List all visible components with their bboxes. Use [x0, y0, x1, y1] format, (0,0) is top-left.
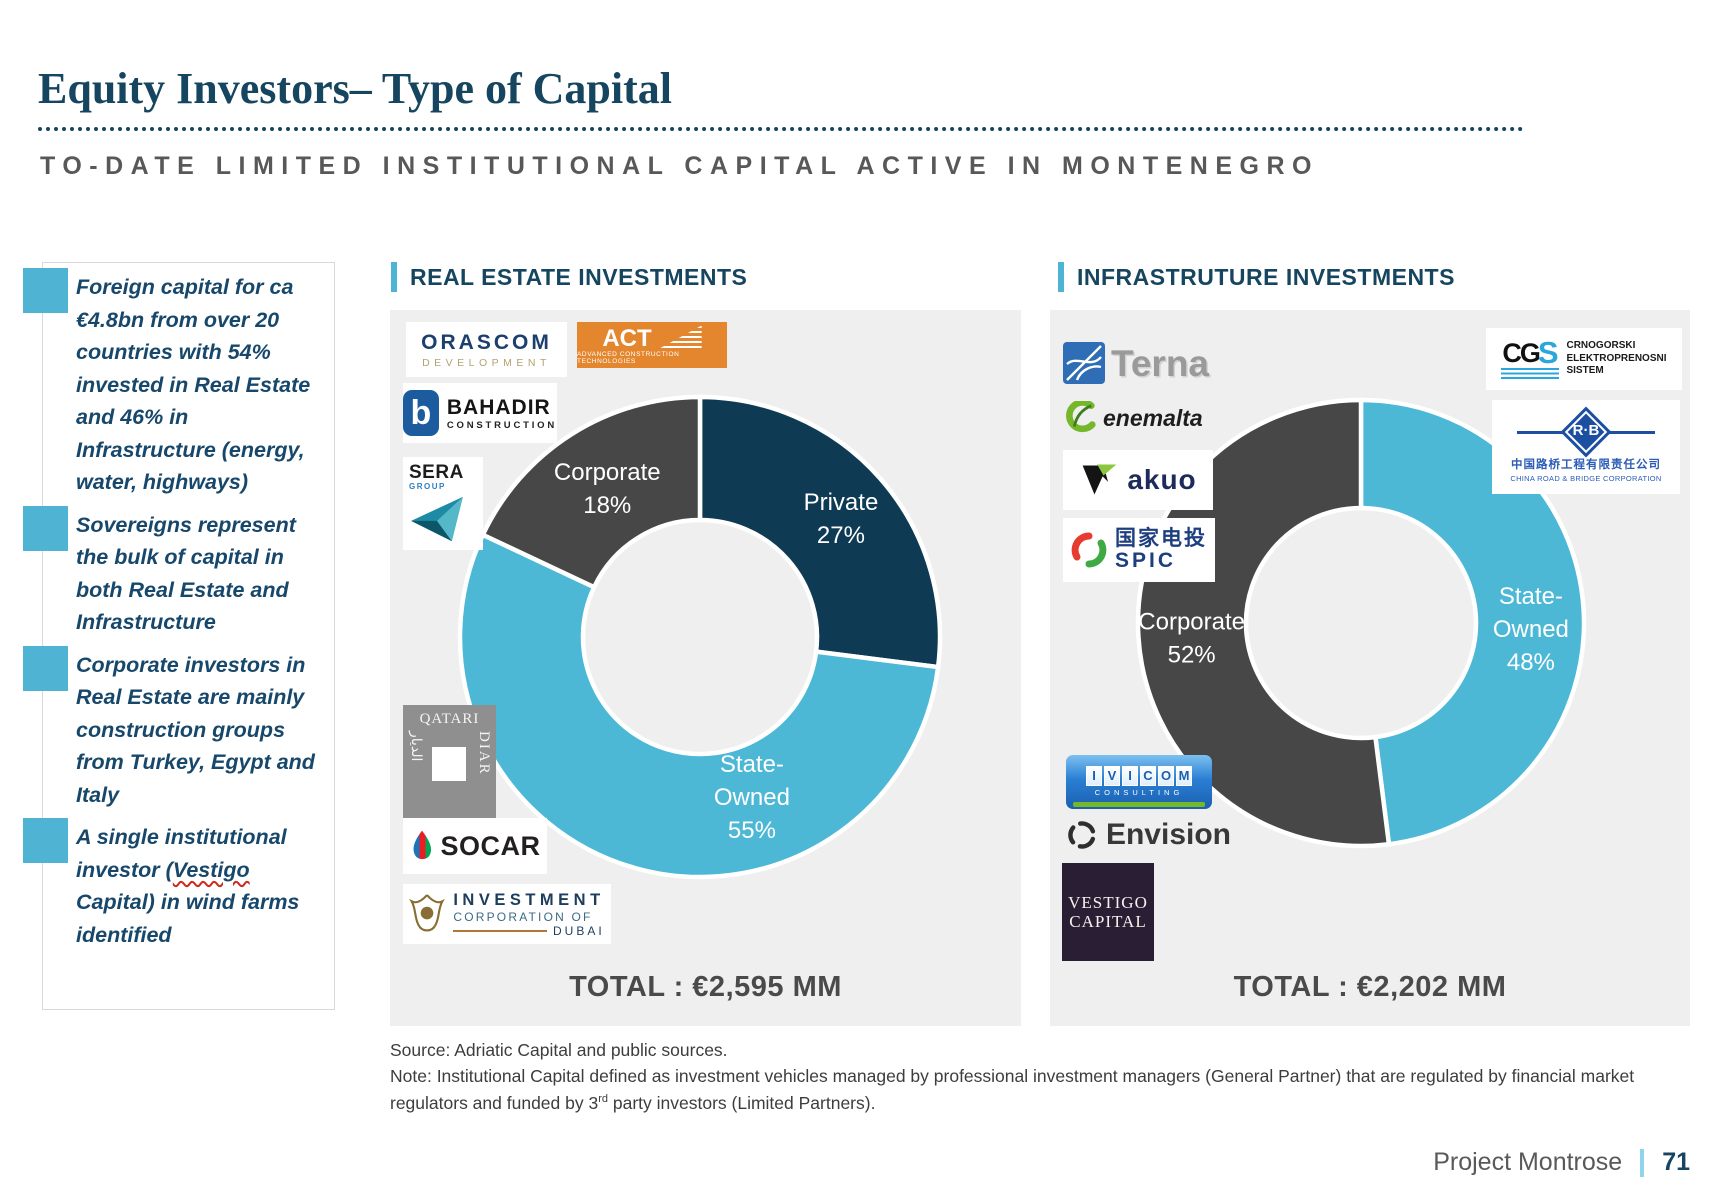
slice-label-corporate: Corporate 52% — [1138, 608, 1245, 668]
donut-slice-state-owned — [457, 531, 941, 880]
footnotes: Source: Adriatic Capital and public sour… — [390, 1037, 1695, 1116]
logo-socar: SOCAR — [403, 818, 547, 874]
bahadir-icon: b — [403, 390, 439, 436]
logo-qatari-diar: QATARI DIAR الديار — [403, 705, 496, 818]
real-estate-donut-chart: Private 27% State-Owned 55% Corporate 18% — [457, 394, 943, 880]
total-infrastructure: TOTAL : €2,202 MM — [1233, 971, 1507, 1003]
section-accent-bar — [1058, 262, 1064, 292]
logo-vestigo-capital: VESTIGO CAPITAL — [1062, 863, 1154, 961]
section-header-real-estate: REAL ESTATE INVESTMENTS — [391, 262, 747, 292]
logo-terna: Terna — [1063, 340, 1223, 386]
project-name: Project Montrose — [1433, 1148, 1623, 1176]
sera-prism-icon — [411, 496, 463, 542]
slice-label-state-owned: State-Owned 48% — [1493, 582, 1569, 675]
blue-stripes — [1501, 367, 1560, 379]
enemalta-leaf-icon — [1066, 401, 1096, 433]
spic-swirl-icon — [1071, 532, 1107, 568]
logo-cges: CG S CRNOGORSKI ELEKTROPRENOSNI SISTEM — [1486, 328, 1682, 390]
key-point: Corporate investors in Real Estate are m… — [23, 645, 326, 812]
logo-investment-corporation-of-dubai: INVESTMENT CORPORATION OF DUBAI — [403, 884, 611, 944]
donut-slice-corporate — [479, 394, 703, 591]
slice-label-corporate: Corporate 18% — [554, 459, 661, 519]
logo-act: ACT ADVANCED CONSTRUCTION TECHNOLOGIES — [577, 322, 727, 368]
ivicom-letter-tile: M — [1176, 765, 1192, 786]
logo-akuo: akuo — [1063, 450, 1213, 510]
infrastructure-donut-chart: State-Owned 48% Corporate 52% — [1135, 397, 1587, 849]
envision-swirl-icon — [1068, 821, 1096, 849]
orascom-wordmark: ORASCOM — [421, 330, 552, 354]
key-point: Foreign capital for ca €4.8bn from over … — [23, 268, 326, 499]
section-accent-bar — [391, 262, 397, 292]
terna-grid-icon — [1063, 342, 1105, 384]
page-number: 71 — [1662, 1148, 1690, 1176]
logo-china-road-bridge: R·B 中国路桥工程有限责任公司 CHINA ROAD & BRIDGE COR… — [1492, 400, 1680, 494]
white-square — [432, 747, 466, 781]
total-real-estate: TOTAL : €2,595 MM — [569, 971, 842, 1003]
misspelled-word: Vestigo — [172, 857, 250, 882]
socar-flame-icon — [414, 830, 432, 860]
footer-accent-bar — [1640, 1148, 1645, 1177]
ivicom-letter-tile: V — [1104, 765, 1120, 786]
logo-envision: Envision — [1066, 815, 1231, 855]
section-header-infrastructure: INFRASTRUTURE INVESTMENTS — [1058, 262, 1455, 292]
logo-bahadir: b BAHADIR CONSTRUCTION — [403, 383, 557, 443]
key-points-panel: Foreign capital for ca €4.8bn from over … — [23, 262, 335, 1010]
akuo-v-icon — [1082, 464, 1117, 495]
ivicom-letter-tile: I — [1086, 765, 1102, 786]
slice-label-state-owned: State-Owned 55% — [714, 750, 790, 843]
key-point: A single institutional investor (Vestigo… — [23, 818, 326, 951]
ivicom-letter-tile: O — [1158, 765, 1174, 786]
real-estate-panel: Private 27% State-Owned 55% Corporate 18% ORA… — [390, 310, 1021, 1026]
logo-orascom-development: ORASCOM DEVELOPMENT — [406, 322, 567, 377]
ivicom-letter-tile: C — [1140, 765, 1156, 786]
gold-rule — [453, 929, 547, 932]
green-strip — [1073, 802, 1205, 807]
source-note: Source: Adriatic Capital and public sour… — [390, 1040, 728, 1060]
logo-sera-group: SERA GROUP — [403, 457, 483, 550]
section-title-infrastructure: INFRASTRUTURE INVESTMENTS — [1077, 263, 1455, 290]
logo-enemalta: enemalta — [1063, 398, 1213, 438]
icd-crest-icon — [409, 894, 446, 932]
definition-note: Note: Institutional Capital defined as i… — [390, 1066, 1635, 1113]
page-subtitle: TO-DATE LIMITED INSTITUTIONAL CAPITAL AC… — [40, 152, 1319, 180]
donut-slice-private — [697, 394, 943, 670]
bullet-square-icon — [23, 818, 68, 863]
ivicom-letter-tile: I — [1122, 765, 1138, 786]
bullet-square-icon — [23, 505, 68, 551]
bullet-square-icon — [23, 268, 68, 313]
slide-footer: Project Montrose 71 — [1433, 1148, 1690, 1177]
building-icon — [657, 325, 702, 350]
key-point: Sovereigns represent the bulk of capital… — [23, 505, 326, 639]
bullet-square-icon — [23, 645, 68, 691]
logo-spic: 国家电投 SPIC — [1063, 518, 1215, 582]
infrastructure-panel: State-Owned 48% Corporate 52% Terna enemalt… — [1050, 310, 1690, 1026]
slice-label-private: Private 27% — [804, 489, 879, 549]
section-title-real-estate: REAL ESTATE INVESTMENTS — [410, 263, 748, 290]
dotted-divider — [38, 99, 1524, 131]
bullet-list: Foreign capital for ca €4.8bn from over … — [23, 268, 326, 961]
page-title: Equity Investors– Type of Capital — [38, 64, 673, 113]
